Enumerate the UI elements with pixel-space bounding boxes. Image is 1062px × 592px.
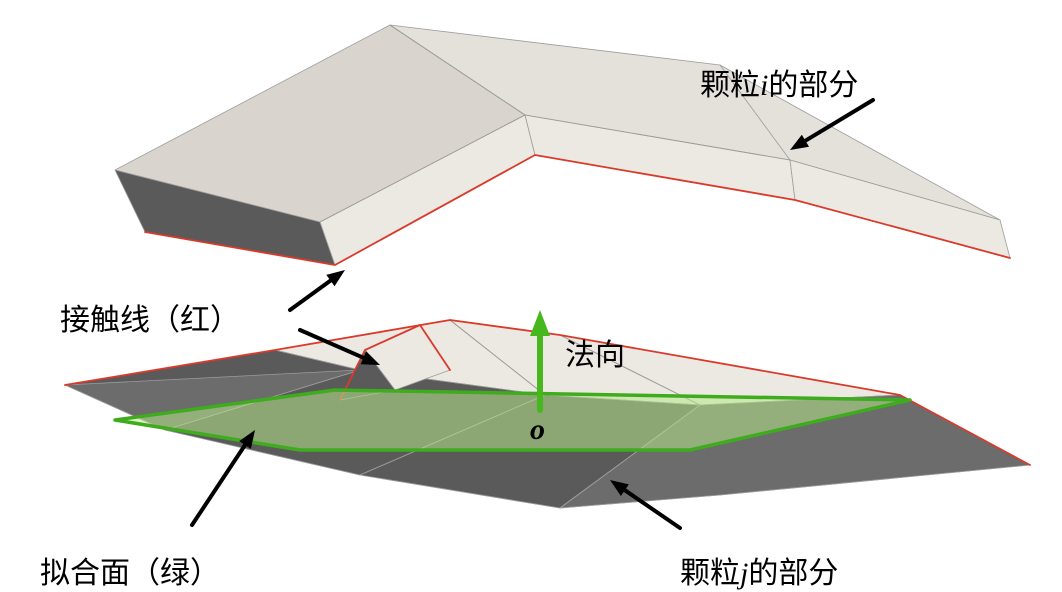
- label-fit-plane: 拟合面（绿）: [40, 548, 220, 592]
- label-particle-j: 颗粒j的部分: [680, 548, 838, 592]
- label-contact-line: 接触线（红）: [60, 295, 240, 339]
- label-origin: o: [530, 413, 545, 447]
- label-particle-i: 颗粒i的部分: [700, 60, 858, 104]
- label-normal: 法向: [565, 330, 625, 374]
